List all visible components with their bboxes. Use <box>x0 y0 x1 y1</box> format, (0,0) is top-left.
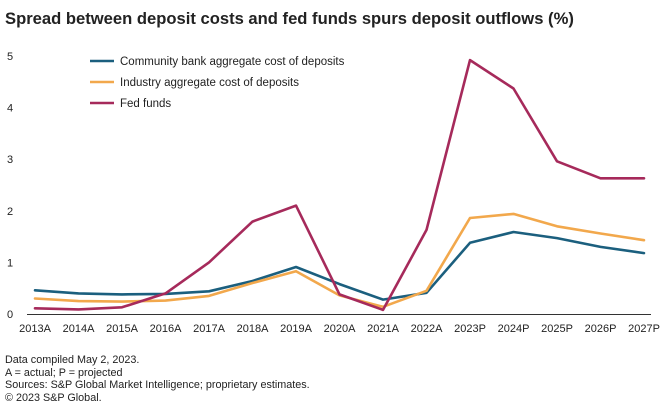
y-tick-label: 4 <box>7 103 13 115</box>
x-tick-label: 2026P <box>585 323 617 335</box>
series-line-0 <box>33 230 646 301</box>
x-tick-label: 2015A <box>106 323 138 335</box>
x-tick-label: 2020A <box>324 323 356 335</box>
x-tick-label: 2019A <box>280 323 312 335</box>
x-tick-label: 2018A <box>237 323 269 335</box>
note-line: Sources: S&P Global Market Intelligence;… <box>5 379 310 392</box>
x-tick-label: 2024P <box>498 323 530 335</box>
legend-label: Community bank aggregate cost of deposit… <box>120 56 345 68</box>
y-tick-label: 1 <box>7 257 13 269</box>
note-line: Data compiled May 2, 2023. <box>5 354 140 366</box>
chart-title: Spread between deposit costs and fed fun… <box>5 9 574 28</box>
x-tick-label: 2022A <box>411 323 443 335</box>
x-tick-label: 2013A <box>19 323 51 335</box>
x-tick-label: 2014A <box>63 323 95 335</box>
y-tick-label: 0 <box>7 309 13 321</box>
y-tick-label: 3 <box>7 154 13 166</box>
x-tick-label: 2027P <box>628 323 660 335</box>
x-tick-label: 2025P <box>541 323 573 335</box>
chart-notes: Data compiled May 2, 2023. A = actual; P… <box>5 354 310 404</box>
y-tick-label: 2 <box>7 206 13 218</box>
x-tick-label: 2023P <box>454 323 486 335</box>
note-line: A = actual; P = projected <box>5 366 123 379</box>
legend-label: Industry aggregate cost of deposits <box>120 77 299 89</box>
x-tick-label: 2016A <box>150 323 182 335</box>
legend-label: Fed funds <box>120 98 171 110</box>
x-tick-label: 2021A <box>367 323 399 335</box>
x-tick-label: 2017A <box>193 323 225 335</box>
note-line: © 2023 S&P Global. <box>5 391 102 404</box>
line-chart: 0 1 2 3 4 5 2013A 2014A 2015A 2016A 2017A 2018A 201… <box>7 51 660 335</box>
y-tick-label: 5 <box>7 51 13 63</box>
